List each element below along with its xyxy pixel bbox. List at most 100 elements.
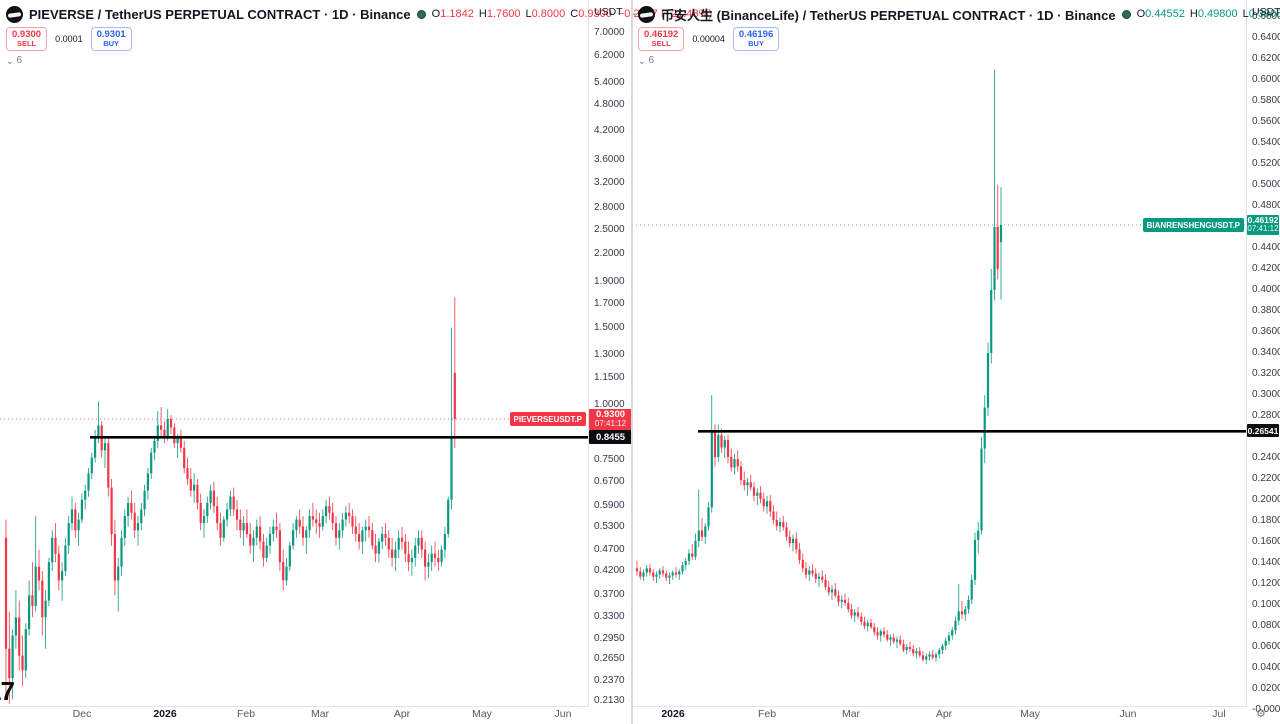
time-tick: Apr (935, 708, 953, 720)
indicators-count: 6 (16, 55, 23, 66)
price-tick: 0.3700 (594, 589, 625, 600)
market-status-icon (416, 9, 426, 19)
indicators-count: 6 (648, 55, 655, 66)
hline-price-label: 0.8455 (589, 430, 632, 444)
time-tick: Apr (393, 708, 411, 720)
price-tick: 5.4000 (594, 77, 625, 88)
indicators-collapse-toggle[interactable]: ⌄ 6 (6, 55, 30, 66)
price-tick: 6.2000 (594, 50, 625, 61)
symbol-price-tag[interactable]: BIANRENSHENGUSDT.P (1142, 218, 1244, 232)
price-tick: 0.2130 (594, 695, 625, 706)
chart-plot-right[interactable] (632, 0, 1280, 724)
price-tick: 2.5000 (594, 224, 625, 235)
price-tick: 1.7000 (594, 298, 625, 309)
drawing-watermark: 17 (0, 676, 15, 706)
currency-selector[interactable]: USDT ⌄ (594, 6, 638, 18)
pane-divider[interactable] (631, 0, 633, 724)
chevron-down-icon: ⌄ (6, 55, 14, 66)
price-tick: 1.0000 (594, 399, 625, 410)
price-axis-separator (588, 0, 589, 707)
price-tick: 0.02000 (1252, 683, 1280, 694)
price-tick: 3.6000 (594, 154, 625, 165)
chart-plot-left[interactable] (0, 0, 632, 724)
price-tick: 0.2370 (594, 675, 625, 686)
price-tick: 0.4700 (594, 544, 625, 555)
time-tick: 2026 (661, 708, 685, 720)
price-tick: 4.2000 (594, 125, 625, 136)
hline-price-label: 0.26541 (1247, 424, 1279, 437)
price-tick: 0.2650 (594, 653, 625, 664)
price-tick: 2.2000 (594, 248, 625, 259)
symbol-title[interactable]: PIEVERSE / TetherUS PERPETUAL CONTRACT ·… (29, 6, 411, 22)
current-price-label: 0.9300 07:41:12 (589, 409, 632, 431)
symbol-price-tag[interactable]: PIEVERSEUSDT.P (509, 412, 586, 426)
symbol-logo-icon (6, 5, 23, 23)
chevron-down-icon: ⌄ (638, 55, 646, 66)
time-tick: Mar (841, 708, 861, 720)
chart-header: 币安人生 (BinanceLife) / TetherUS PERPETUAL … (638, 5, 1280, 66)
price-tick: 0.4200 (594, 565, 625, 576)
time-tick: Mar (310, 708, 330, 720)
time-tick: Feb (757, 708, 777, 720)
time-tick: Feb (236, 708, 256, 720)
buy-button[interactable]: 0.46196 BUY (732, 27, 780, 51)
price-tick: 1.5000 (594, 322, 625, 333)
price-tick: 4.8000 (594, 99, 625, 110)
gear-icon[interactable]: ⚙ (1256, 708, 1266, 720)
sell-button[interactable]: 0.46192 SELL (638, 27, 685, 51)
market-status-icon (1121, 9, 1131, 19)
time-tick: May (472, 708, 492, 720)
chart-header: PIEVERSE / TetherUS PERPETUAL CONTRACT ·… (6, 5, 712, 66)
current-price-label: 0.46192 07:41:12 (1247, 215, 1279, 236)
time-tick: Dec (72, 708, 92, 720)
currency-selector[interactable]: USDT ⌄ (1252, 6, 1280, 18)
buy-button[interactable]: 0.9301 BUY (90, 27, 132, 51)
time-axis[interactable]: Dec 2026 Feb Mar Apr May Jun (0, 707, 632, 724)
spread-value: 0.00004 (692, 34, 725, 44)
price-tick: 0.5300 (594, 521, 625, 532)
caret-down-icon: ⌄ (630, 7, 638, 17)
time-tick: Jul (1212, 708, 1226, 720)
time-axis-separator (0, 706, 588, 707)
time-axis[interactable]: 2026 Feb Mar Apr May Jun Jul (632, 707, 1280, 724)
price-tick: 0.3300 (594, 611, 625, 622)
indicators-collapse-toggle[interactable]: ⌄ 6 (638, 55, 662, 66)
price-tick: 1.9000 (594, 276, 625, 287)
price-tick: 0.7500 (594, 454, 625, 465)
time-tick: May (1020, 708, 1040, 720)
sell-button[interactable]: 0.9300 SELL (6, 27, 48, 51)
symbol-title[interactable]: 币安人生 (BinanceLife) / TetherUS PERPETUAL … (661, 7, 1116, 23)
price-axis[interactable]: 7.0000 6.2000 5.4000 4.8000 4.2000 3.6000 3.20… (588, 0, 632, 724)
price-tick: 7.0000 (594, 27, 625, 38)
